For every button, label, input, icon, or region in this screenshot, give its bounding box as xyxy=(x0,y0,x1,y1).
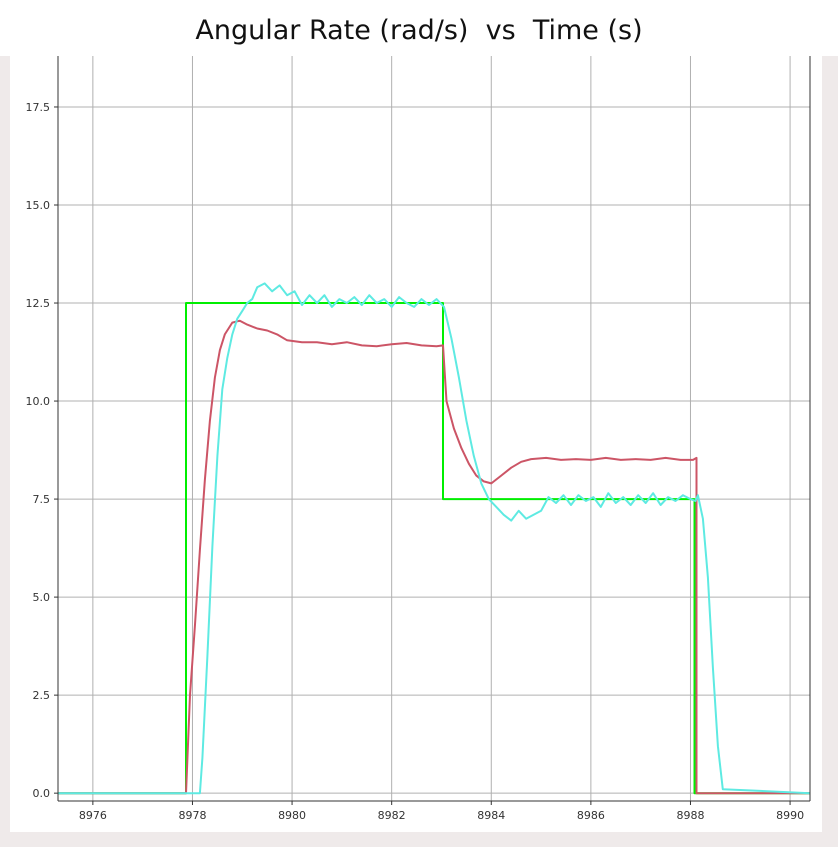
command-series-line xyxy=(58,302,810,795)
y-axis: 0.0 2.5 5.0 7.5 10.0 12.5 15.0 17.5 xyxy=(26,101,58,800)
sensor-series-line xyxy=(58,282,811,795)
axes xyxy=(57,56,811,802)
series-group xyxy=(58,282,811,795)
chart-title: Angular Rate (rad/s) vs Time (s) xyxy=(0,0,838,56)
chart-area: 0.0 2.5 5.0 7.5 10.0 12.5 15.0 17.5 8976 8978 898… xyxy=(10,56,822,832)
y-tick-label: 0.0 xyxy=(33,787,51,800)
line-chart: 0.0 2.5 5.0 7.5 10.0 12.5 15.0 17.5 8976 8978 898… xyxy=(26,56,811,822)
x-tick-label: 8990 xyxy=(776,809,804,822)
x-tick-label: 8984 xyxy=(477,809,505,822)
y-tick-label: 12.5 xyxy=(26,297,51,310)
x-tick-label: 8982 xyxy=(378,809,406,822)
y-tick-label: 17.5 xyxy=(26,101,51,114)
x-tick-label: 8976 xyxy=(79,809,107,822)
y-tick-label: 7.5 xyxy=(33,493,51,506)
y-tick-label: 15.0 xyxy=(26,199,51,212)
y-tick-label: 2.5 xyxy=(33,689,51,702)
y-tick-label: 10.0 xyxy=(26,395,51,408)
x-tick-label: 8986 xyxy=(577,809,605,822)
x-tick-label: 8980 xyxy=(278,809,306,822)
x-axis: 8976 8978 8980 8982 8984 8986 8988 8990 xyxy=(79,801,804,822)
y-tick-label: 5.0 xyxy=(33,591,51,604)
x-tick-label: 8988 xyxy=(676,809,704,822)
x-tick-label: 8978 xyxy=(178,809,206,822)
measured-series-line xyxy=(58,319,810,795)
